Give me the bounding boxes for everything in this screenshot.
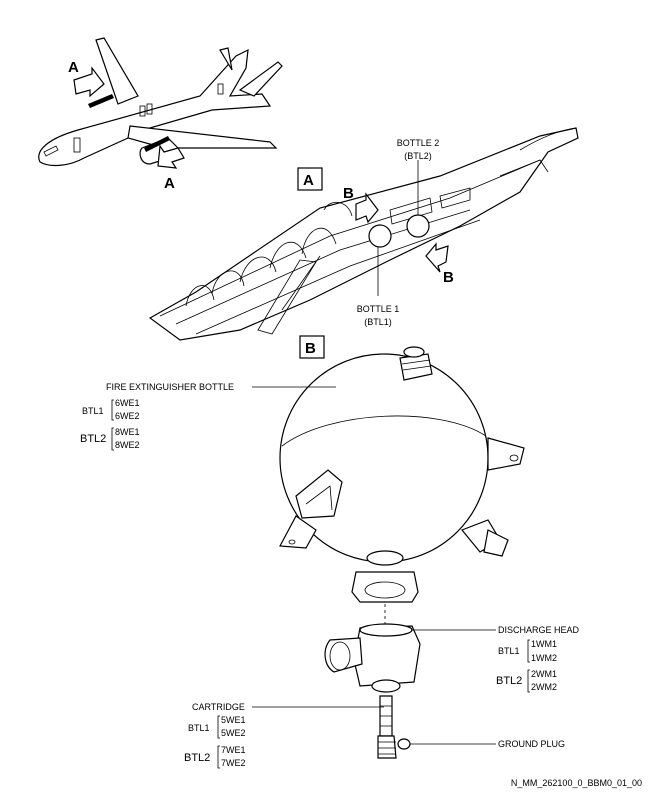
view-a-label-bottom: A (164, 175, 175, 192)
code-item: 1WM1 (531, 639, 557, 649)
discharge-head-label: DISCHARGE HEAD (498, 625, 580, 635)
view-b-arrow-bottom (425, 242, 449, 273)
code-item: 6WE2 (115, 411, 140, 421)
cartridge-label: CARTRIDGE (192, 702, 245, 712)
fire-bottle-codes: BTL1 6WE1 6WE2 BTL2 8WE1 8WE2 (80, 398, 140, 451)
fire-bottle-label: FIRE EXTINGUISHER BOTTLE (106, 382, 234, 392)
code-item: 1WM2 (531, 653, 557, 663)
view-b-box-label: B (305, 340, 316, 357)
code-item: 8WE2 (115, 440, 140, 450)
bottle-detail-view-b: B (80, 335, 580, 769)
code-item: 5WE2 (221, 728, 246, 738)
view-b-label-top: B (343, 185, 354, 202)
code-item: 2WM1 (531, 669, 557, 679)
btl1-code-name: BTL1 (498, 646, 520, 656)
bottle-1-label: BOTTLE 1 (357, 304, 400, 314)
btl2-code-name: BTL2 (184, 752, 210, 764)
view-a-box (297, 167, 323, 191)
bottle-1-marker (368, 224, 392, 248)
cartridge-codes: BTL1 5WE1 5WE2 BTL2 7WE1 7WE2 (184, 715, 246, 769)
code-item: 2WM2 (531, 682, 557, 692)
ground-plug-label: GROUND PLUG (498, 739, 565, 749)
bottle-2-label: BOTTLE 2 (397, 138, 440, 148)
code-item: 7WE2 (221, 758, 246, 768)
view-a-box-label: A (303, 172, 314, 189)
btl2-code-name: BTL2 (496, 675, 522, 687)
view-b-label-bottom: B (443, 269, 454, 286)
btl2-code-name: BTL2 (80, 433, 106, 445)
fuselage-section-view-a: A B B BOTTLE 2 (BTL2) BOTTL (148, 127, 579, 341)
bottle-2-sublabel: (BTL2) (404, 151, 432, 161)
view-a-arrow-bottom (157, 144, 185, 169)
btl1-code-name: BTL1 (82, 406, 104, 416)
aircraft-overview: A A (38, 37, 283, 192)
code-item: 6WE1 (115, 398, 140, 408)
view-b-arrow-top (355, 192, 379, 224)
code-item: 8WE1 (115, 427, 140, 437)
figure-reference: N_MM_262100_0_BBM0_01_00 (511, 778, 642, 788)
bottle-1-sublabel: (BTL1) (364, 317, 392, 327)
code-item: 5WE1 (221, 715, 246, 725)
btl1-code-name: BTL1 (188, 723, 210, 733)
code-item: 7WE1 (221, 745, 246, 755)
view-b-box (299, 335, 325, 359)
discharge-head-codes: BTL1 1WM1 1WM2 BTL2 2WM1 2WM2 (496, 639, 557, 693)
view-a-label-top: A (68, 59, 79, 76)
ground-plug (397, 738, 411, 750)
bottle-2-marker (406, 214, 430, 238)
view-a-arrow-top (73, 66, 105, 98)
